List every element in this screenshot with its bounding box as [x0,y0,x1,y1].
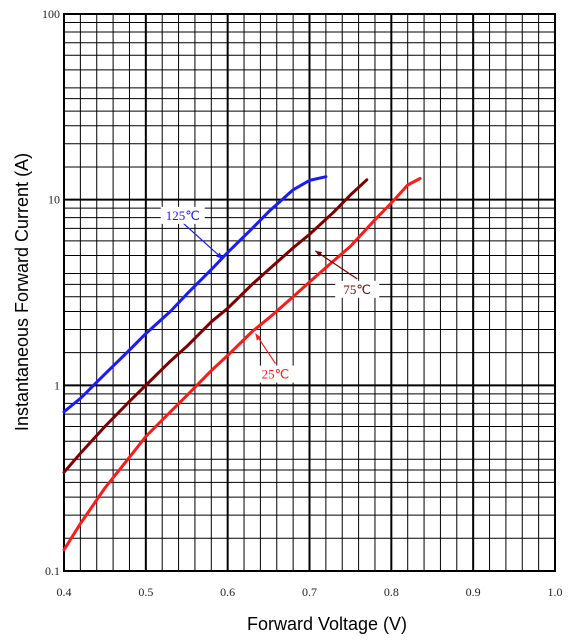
series-layer [62,175,422,552]
annotation-layer: 125℃ 75℃ 25℃ [160,206,380,383]
major-grid [63,14,556,572]
x-tick-label: 0.5 [138,585,153,599]
x-tick-label: 0.8 [384,585,399,599]
series-line-75c [62,178,369,474]
annotation-arrowhead [255,333,262,341]
y-tick-label: 0.1 [45,564,60,578]
y-tick-labels: 0.1 1 10 100 [42,7,60,578]
series-line-25c [62,177,422,552]
annotation-leader [182,222,224,260]
annotation-arrowhead [315,250,323,257]
annotation-label-bg [335,280,380,298]
x-tick-labels: 0.4 0.5 0.6 0.7 0.8 0.9 1.0 [57,585,563,599]
x-tick-label: 0.4 [57,585,72,599]
annotation-label-bg [253,365,298,383]
annotation-leader [314,250,358,280]
annotation-label-bg [160,206,205,224]
y-tick-label: 100 [42,7,60,21]
x-tick-label: 0.7 [302,585,317,599]
curve-label: 125℃ [166,208,200,223]
plot-frame [63,13,556,572]
y-tick-label: 1 [54,378,60,392]
curve-label: 25℃ [262,367,290,382]
annotation-arrowhead [216,252,223,259]
x-axis-label: Forward Voltage (V) [247,614,407,634]
y-axis-label: Instantaneous Forward Current (A) [12,153,32,431]
curve-label: 75℃ [343,282,371,297]
series-line-125c [62,175,328,414]
x-tick-label: 0.9 [466,585,481,599]
x-tick-label: 1.0 [548,585,563,599]
x-tick-label: 0.6 [220,585,235,599]
y-tick-label: 10 [48,193,60,207]
